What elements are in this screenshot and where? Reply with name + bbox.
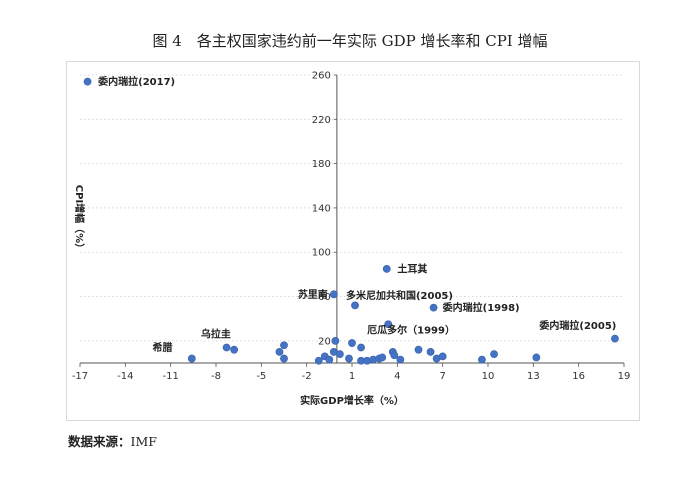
data-point: [390, 351, 399, 360]
data-point: [429, 303, 438, 312]
x-tick-label: 1: [349, 371, 355, 382]
x-axis-label: 实际GDP增长率（%）: [300, 394, 404, 407]
point-annotation: 厄瓜多尔（1999）: [367, 323, 455, 336]
data-point: [478, 355, 486, 364]
point-annotation: 多米尼加共和国(2005): [346, 289, 453, 302]
y-tick-label: 220: [312, 115, 331, 126]
point-annotation: 乌拉圭: [201, 328, 231, 341]
gridlines: [80, 74, 624, 342]
point-annotation: 苏里南: [298, 288, 328, 301]
point-annotation: 土耳其: [397, 262, 427, 275]
y-tick-label: 140: [312, 203, 331, 214]
x-tick-label: 13: [527, 371, 540, 382]
y-tick-labels: 20 60 100 140 180 220 260: [312, 71, 331, 348]
point-annotation: 委内瑞拉(1998): [442, 301, 520, 314]
data-point: [357, 343, 365, 352]
data-point: [280, 341, 288, 350]
point-annotation: 希腊: [152, 341, 173, 354]
data-point: [351, 301, 359, 310]
data-point: [348, 339, 356, 347]
y-tick-label: 100: [312, 248, 331, 259]
x-tick-label: 4: [394, 371, 400, 382]
data-point: [490, 350, 498, 359]
x-tick-label: 19: [618, 371, 631, 382]
x-tick-labels: -17 -14 -11 -8 -5 -2 1 4 7 10 13 16 19: [72, 371, 631, 382]
data-point: [396, 355, 405, 364]
source-value: IMF: [130, 434, 157, 449]
x-tick-label: -5: [256, 371, 266, 382]
data-point: [222, 343, 231, 352]
data-point: [611, 334, 619, 343]
data-point: [438, 352, 447, 361]
point-annotation: 委内瑞拉(2017): [97, 75, 175, 88]
x-tick-label: -14: [117, 371, 133, 382]
y-tick-label: 20: [318, 336, 331, 347]
data-point: [280, 354, 288, 363]
data-point: [275, 348, 284, 356]
y-axis-label: CPI增幅（%）: [73, 185, 86, 253]
data-point: [336, 350, 344, 359]
x-tick-label: 10: [482, 371, 495, 382]
data-point: [325, 355, 334, 364]
x-tick-label: 16: [572, 371, 585, 382]
data-point: [345, 354, 353, 363]
x-tick-label: -8: [211, 371, 221, 382]
data-points: [83, 77, 619, 365]
x-tick-label: -17: [72, 371, 88, 382]
data-point: [414, 345, 423, 354]
x-tick-label: 7: [439, 371, 445, 382]
figure-title: 图 4 各主权国家违约前一年实际 GDP 增长率和 CPI 增幅: [152, 32, 548, 50]
point-annotation: 委内瑞拉(2005): [538, 319, 616, 332]
scatter-plot: -17 -14 -11 -8 -5 -2 1 4 7 10 13 16 19 20 60 100 140 180…: [72, 71, 631, 408]
data-point: [83, 77, 92, 86]
data-point: [331, 336, 340, 345]
source-label: 数据来源：: [68, 434, 131, 449]
x-tick-label: -11: [162, 371, 178, 382]
y-tick-label: 180: [312, 159, 331, 170]
data-point: [532, 353, 541, 362]
chart-frame: -17 -14 -11 -8 -5 -2 1 4 7 10 13 16 19 20 60 100 140 180…: [66, 61, 640, 421]
data-point: [230, 345, 239, 354]
data-point: [187, 354, 196, 363]
data-point: [378, 353, 387, 362]
data-point: [329, 290, 338, 299]
data-point: [426, 348, 435, 356]
x-tick-label: -2: [302, 371, 312, 382]
data-point: [384, 320, 393, 329]
y-tick-label: 60: [318, 292, 331, 303]
data-point: [314, 356, 323, 365]
y-tick-label: 260: [312, 71, 331, 82]
source-note: 数据来源：IMF: [68, 431, 157, 450]
data-point: [382, 264, 391, 273]
